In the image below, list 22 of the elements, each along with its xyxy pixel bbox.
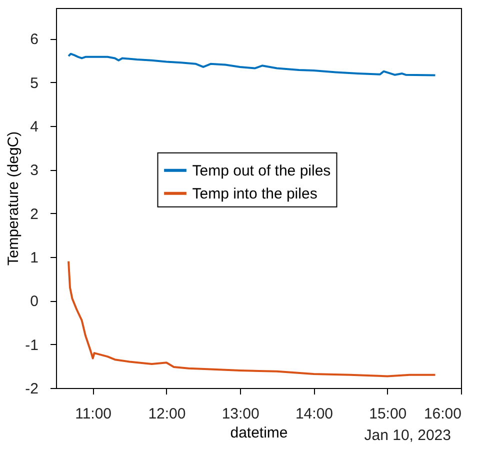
x-axis-title: datetime — [230, 424, 288, 442]
y-tick-label: 0 — [30, 293, 38, 310]
y-tick-label: 2 — [30, 206, 38, 223]
text: Jan 10, 2023 — [364, 427, 451, 444]
y-tick-label: 5 — [30, 74, 38, 92]
y-tick-label: 3 — [30, 162, 38, 180]
legend-label: Temp into the piles — [192, 185, 318, 202]
x-tick-label: 14:00 — [295, 406, 333, 422]
x-tick-label: 11:00 — [75, 406, 112, 422]
line-series — [68, 260, 436, 378]
x-tick-label: 15:00 — [369, 406, 407, 422]
y-tick-label: -2 — [25, 380, 38, 398]
line-series — [68, 52, 436, 76]
y-axis-title: Temperature (degC) — [5, 131, 22, 266]
legend-label: Temp out of the piles — [192, 162, 331, 180]
x-tick-label: 12:00 — [148, 406, 186, 422]
x-tick-label: 13:00 — [222, 406, 260, 422]
y-tick-label: 4 — [30, 118, 38, 136]
y-tick-label: 6 — [30, 31, 38, 48]
y-tick-label: -1 — [25, 336, 38, 354]
y-tick-label: 1 — [30, 249, 38, 266]
x-tick-label: 16:00 — [424, 406, 462, 422]
